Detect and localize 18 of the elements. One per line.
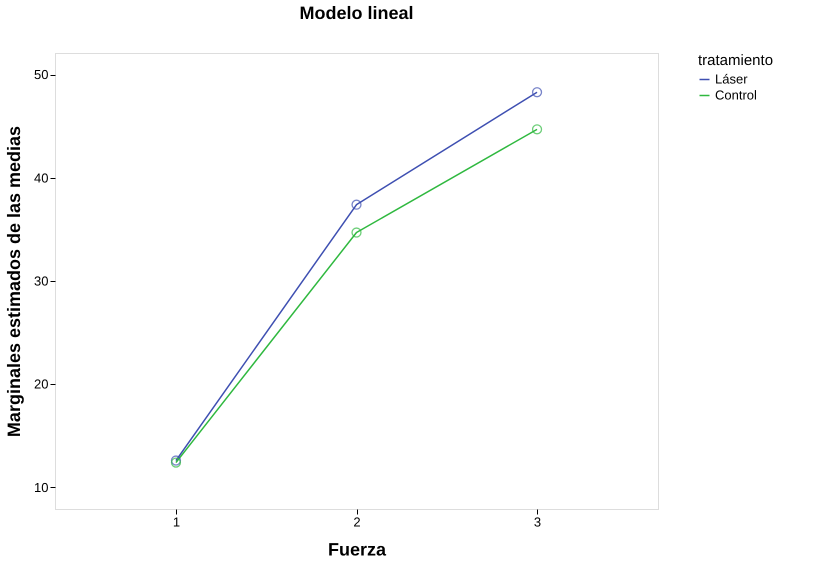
x-tick-label: 2 (353, 514, 361, 530)
y-tick-label: 40 (34, 170, 48, 186)
chart-title: Modelo lineal (299, 3, 414, 23)
point (532, 87, 542, 98)
x-tick-label: 3 (534, 514, 542, 530)
y-axis-title: Marginales estimados de las medias (4, 126, 24, 438)
y-tick-label: 20 (34, 376, 48, 392)
y-tick-label: 50 (34, 67, 48, 82)
legend-label: Láser (715, 72, 748, 86)
legend-label: Control (715, 88, 758, 102)
x-axis-title: Fuerza (328, 540, 387, 560)
legend-title: tratamiento (698, 52, 774, 69)
point (532, 124, 542, 134)
point (351, 227, 362, 238)
x-tick-label: 1 (172, 514, 180, 530)
point (351, 200, 362, 210)
y-tick-label: 30 (34, 274, 48, 288)
y-tick-label: 10 (34, 480, 48, 495)
